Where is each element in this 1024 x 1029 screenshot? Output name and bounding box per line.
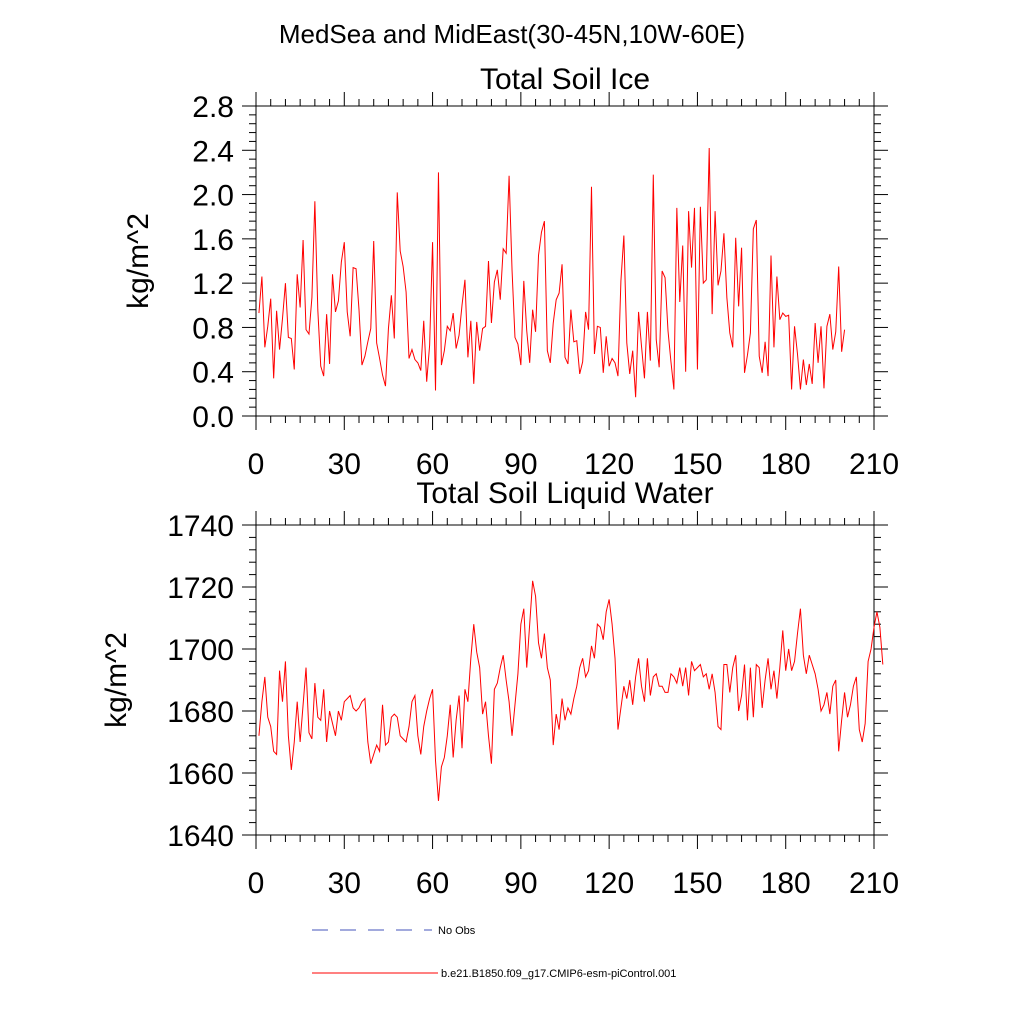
chart-title: Total Soil Ice (480, 63, 650, 96)
axis-tick-labels: 0 30 60 90 120 150 180 210 0.0 0.4 0.8 1.2 1.6 2.0 2.4… (192, 91, 899, 481)
y-tick-label: 2.0 (192, 180, 234, 213)
x-tick-label: 120 (584, 448, 634, 481)
x-tick-label: 90 (504, 867, 537, 900)
x-tick-label: 180 (761, 448, 811, 481)
legend: No Obs b.e21.B1850.f09_g17.CMIP6-esm-piC… (312, 925, 676, 980)
series-line (258, 148, 846, 398)
y-tick-label: 1680 (167, 696, 234, 729)
chart-soil-liquid-water: Total Soil Liquid Water kg/m^2 0 30 60 90 12… (100, 477, 899, 900)
x-tick-label: 60 (416, 448, 449, 481)
x-tick-label: 0 (248, 448, 265, 481)
legend-obs-label: No Obs (438, 925, 476, 937)
x-tick-label: 60 (416, 867, 449, 900)
y-tick-label: 0.0 (192, 401, 234, 434)
x-tick-label: 0 (248, 867, 265, 900)
x-tick-label: 180 (761, 867, 811, 900)
y-tick-label: 1640 (167, 820, 234, 853)
axis-ticks (242, 92, 888, 430)
x-tick-label: 30 (328, 867, 361, 900)
y-tick-label: 2.4 (192, 135, 234, 168)
x-tick-label: 210 (849, 448, 899, 481)
y-axis-label: kg/m^2 (122, 213, 155, 309)
axis-ticks (242, 511, 888, 849)
y-tick-label: 1.2 (192, 268, 234, 301)
x-tick-label: 210 (849, 867, 899, 900)
chart-soil-ice: Total Soil Ice kg/m^2 0 30 60 90 120 150 180 21… (122, 63, 899, 481)
y-tick-label: 0.4 (192, 357, 234, 390)
y-tick-label: 1700 (167, 634, 234, 667)
axis-tick-labels: 0 30 60 90 120 150 180 210 1640 1660 1680 1700 1720 1… (167, 510, 899, 900)
legend-model-label: b.e21.B1850.f09_g17.CMIP6-esm-piControl.… (441, 968, 676, 980)
y-tick-label: 0.8 (192, 312, 234, 345)
x-tick-label: 150 (672, 867, 722, 900)
y-tick-label: 1720 (167, 572, 234, 605)
figure-title: MedSea and MidEast(30-45N,10W-60E) (279, 19, 745, 49)
y-tick-label: 2.8 (192, 91, 234, 124)
series-line (258, 580, 884, 801)
chart-title: Total Soil Liquid Water (416, 477, 713, 510)
y-tick-label: 1740 (167, 510, 234, 543)
x-tick-label: 150 (672, 448, 722, 481)
y-axis-label: kg/m^2 (100, 632, 133, 728)
y-tick-label: 1.6 (192, 224, 234, 257)
x-tick-label: 90 (504, 448, 537, 481)
x-tick-label: 30 (328, 448, 361, 481)
y-tick-label: 1660 (167, 758, 234, 791)
x-tick-label: 120 (584, 867, 634, 900)
